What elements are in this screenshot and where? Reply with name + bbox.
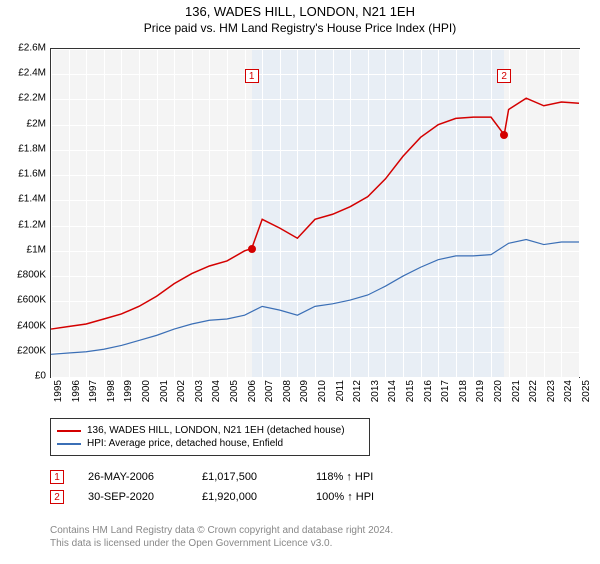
ytick-label: £1.8M — [2, 143, 46, 154]
ytick-label: £1.4M — [2, 194, 46, 205]
ytick-label: £2.2M — [2, 93, 46, 104]
legend-label: 136, WADES HILL, LONDON, N21 1EH (detach… — [87, 425, 345, 436]
ytick-label: £2.4M — [2, 68, 46, 79]
transaction-rows: 1 26-MAY-2006 £1,017,500 118% ↑ HPI 2 30-SEP-… — [50, 464, 406, 510]
footer-line-2: This data is licensed under the Open Gov… — [50, 537, 393, 550]
xtick-label: 2005 — [229, 380, 240, 402]
transaction-hpi: 100% ↑ HPI — [316, 491, 406, 503]
plot-area: 12 — [50, 48, 580, 378]
ytick-label: £1.2M — [2, 219, 46, 230]
transaction-hpi: 118% ↑ HPI — [316, 471, 406, 483]
transaction-date: 26-MAY-2006 — [88, 471, 178, 483]
legend-swatch — [57, 430, 81, 432]
ytick-label: £400K — [2, 320, 46, 331]
ytick-label: £1.6M — [2, 169, 46, 180]
transaction-row-marker: 2 — [50, 490, 64, 504]
xtick-label: 1999 — [123, 380, 134, 402]
legend-item: 136, WADES HILL, LONDON, N21 1EH (detach… — [57, 425, 363, 436]
transaction-dot — [500, 131, 508, 139]
xtick-label: 2000 — [141, 380, 152, 402]
xtick-label: 2023 — [546, 380, 557, 402]
xtick-label: 2008 — [282, 380, 293, 402]
transaction-price: £1,920,000 — [202, 491, 292, 503]
xtick-label: 2025 — [581, 380, 592, 402]
ytick-label: £600K — [2, 295, 46, 306]
transaction-date: 30-SEP-2020 — [88, 491, 178, 503]
series-line — [51, 239, 579, 354]
xtick-label: 2011 — [335, 380, 346, 402]
footer-attribution: Contains HM Land Registry data © Crown c… — [50, 524, 393, 550]
xtick-label: 2012 — [352, 380, 363, 402]
transaction-row: 1 26-MAY-2006 £1,017,500 118% ↑ HPI — [50, 470, 406, 484]
transaction-dot — [248, 245, 256, 253]
xtick-label: 2018 — [458, 380, 469, 402]
xtick-label: 2019 — [475, 380, 486, 402]
xtick-label: 2024 — [563, 380, 574, 402]
xtick-label: 2003 — [194, 380, 205, 402]
xtick-label: 2013 — [370, 380, 381, 402]
xtick-label: 2010 — [317, 380, 328, 402]
ytick-label: £200K — [2, 345, 46, 356]
legend-label: HPI: Average price, detached house, Enfi… — [87, 438, 283, 449]
xtick-label: 2017 — [440, 380, 451, 402]
legend: 136, WADES HILL, LONDON, N21 1EH (detach… — [50, 418, 370, 456]
xtick-label: 2007 — [264, 380, 275, 402]
ytick-label: £2M — [2, 118, 46, 129]
xtick-label: 2006 — [247, 380, 258, 402]
xtick-label: 2004 — [211, 380, 222, 402]
ytick-label: £800K — [2, 270, 46, 281]
legend-swatch — [57, 443, 81, 445]
transaction-marker: 1 — [245, 69, 259, 83]
ytick-label: £0 — [2, 371, 46, 382]
xtick-label: 2015 — [405, 380, 416, 402]
line-series-svg — [51, 49, 579, 377]
xtick-label: 2001 — [159, 380, 170, 402]
chart-container: 136, WADES HILL, LONDON, N21 1EH Price p… — [0, 4, 600, 564]
gridline-v — [579, 49, 580, 377]
xtick-label: 2014 — [387, 380, 398, 402]
footer-line-1: Contains HM Land Registry data © Crown c… — [50, 524, 393, 537]
xtick-label: 2009 — [299, 380, 310, 402]
ytick-label: £1M — [2, 244, 46, 255]
transaction-row: 2 30-SEP-2020 £1,920,000 100% ↑ HPI — [50, 490, 406, 504]
chart-subtitle: Price paid vs. HM Land Registry's House … — [0, 21, 600, 35]
xtick-label: 2002 — [176, 380, 187, 402]
xtick-label: 1996 — [71, 380, 82, 402]
ytick-label: £2.6M — [2, 43, 46, 54]
xtick-label: 1997 — [88, 380, 99, 402]
transaction-price: £1,017,500 — [202, 471, 292, 483]
transaction-row-marker: 1 — [50, 470, 64, 484]
xtick-label: 2016 — [423, 380, 434, 402]
chart-title: 136, WADES HILL, LONDON, N21 1EH — [0, 4, 600, 19]
xtick-label: 2021 — [511, 380, 522, 402]
legend-item: HPI: Average price, detached house, Enfi… — [57, 438, 363, 449]
xtick-label: 2022 — [528, 380, 539, 402]
gridline-h — [51, 377, 579, 378]
xtick-label: 2020 — [493, 380, 504, 402]
xtick-label: 1998 — [106, 380, 117, 402]
xtick-label: 1995 — [53, 380, 64, 402]
transaction-marker: 2 — [497, 69, 511, 83]
